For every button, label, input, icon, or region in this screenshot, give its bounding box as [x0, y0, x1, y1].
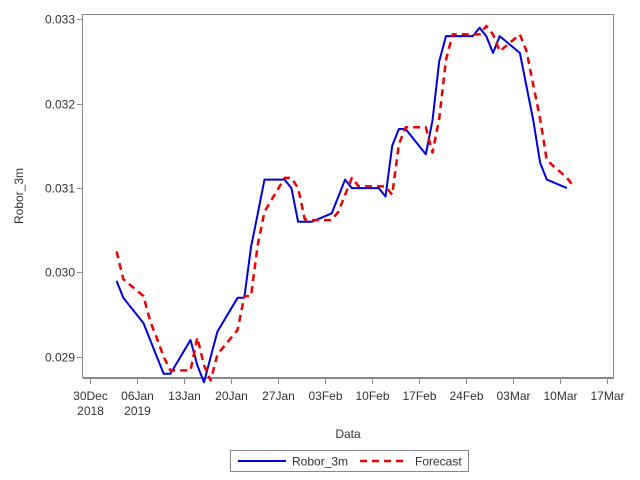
x-tick-label: 10Mar [543, 389, 577, 403]
legend-frame [230, 450, 469, 472]
series-line-robor-3m [115, 26, 568, 384]
x-tick-label: 10Feb [355, 389, 389, 403]
x-tick-label: 17Feb [402, 389, 436, 403]
y-axis-label: Robor_3m [12, 168, 26, 224]
y-tick-label: 0.031 [45, 182, 75, 196]
y-tick-label: 0.033 [45, 13, 75, 27]
plot-lines [115, 24, 575, 384]
y-axis: 0.029 0.030 0.031 0.032 0.033 [45, 13, 83, 365]
legend-label-forecast: Forecast [415, 455, 462, 469]
x-tick-year-label: 2019 [124, 404, 151, 418]
y-tick-label: 0.032 [45, 98, 75, 112]
x-tick-label: 17Mar [590, 389, 624, 403]
legend: Robor_3m Forecast [230, 450, 469, 472]
x-tick-label: 20Jan [215, 389, 248, 403]
series-line-forecast [115, 24, 575, 382]
legend-label-robor: Robor_3m [292, 455, 348, 469]
x-tick-label: 03Mar [496, 389, 530, 403]
plot-frame [82, 14, 614, 378]
y-tick-label: 0.030 [45, 266, 75, 280]
x-tick-label: 13Jan [168, 389, 201, 403]
x-tick-label: 30Dec [73, 389, 108, 403]
x-tick-label: 06Jan [121, 389, 154, 403]
x-axis-label: Data [335, 427, 361, 441]
x-tick-label: 03Feb [308, 389, 342, 403]
x-tick-label: 27Jan [262, 389, 295, 403]
x-tick-year-label: 2018 [77, 404, 104, 418]
y-tick-label: 0.029 [45, 351, 75, 365]
x-tick-label: 24Feb [449, 389, 483, 403]
